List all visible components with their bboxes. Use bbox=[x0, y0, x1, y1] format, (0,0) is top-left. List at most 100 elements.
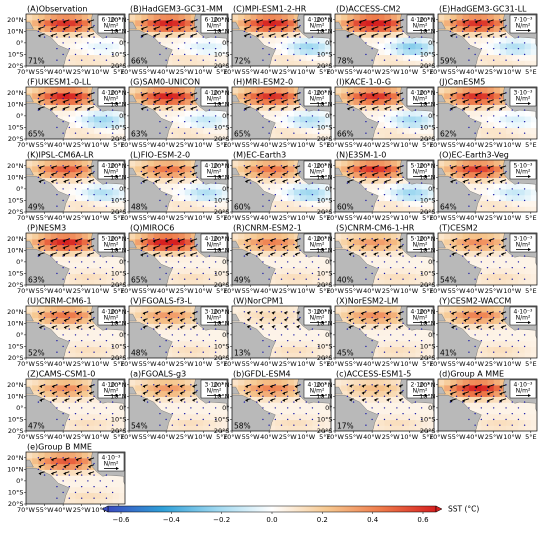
significance-dot bbox=[389, 255, 392, 257]
sst-cell bbox=[250, 165, 258, 173]
wind-arrowhead bbox=[154, 172, 158, 177]
sst-cell bbox=[293, 92, 301, 100]
sst-cell bbox=[481, 261, 489, 269]
sst-cell bbox=[190, 87, 198, 94]
significance-dot bbox=[383, 249, 386, 252]
sst-cell bbox=[462, 160, 470, 167]
sst-cell bbox=[512, 115, 520, 123]
sst-cell bbox=[190, 194, 198, 202]
sst-cell bbox=[203, 261, 211, 269]
sst-cell bbox=[365, 233, 373, 240]
sst-cell bbox=[178, 133, 186, 139]
sst-cell bbox=[403, 54, 410, 61]
sst-cell bbox=[106, 200, 114, 207]
sst-cell bbox=[475, 165, 482, 173]
sst-cell bbox=[493, 244, 501, 251]
wind-arrowhead bbox=[281, 107, 284, 111]
sst-cell bbox=[209, 60, 217, 66]
sst-cell bbox=[215, 273, 223, 280]
significance-dot bbox=[99, 42, 101, 44]
sst-cell bbox=[421, 183, 429, 190]
significance-dot bbox=[214, 205, 217, 207]
sst-cell bbox=[172, 206, 180, 212]
significance-dot bbox=[286, 103, 289, 106]
sst-cell bbox=[141, 98, 149, 105]
sst-cell bbox=[275, 48, 283, 56]
sst-cell bbox=[118, 121, 125, 129]
sst-cell bbox=[499, 121, 507, 129]
significance-dot bbox=[80, 249, 83, 252]
sst-cell bbox=[269, 279, 276, 285]
sst-cell bbox=[184, 177, 192, 184]
sst-cell bbox=[365, 177, 373, 184]
y-tick-label: 10°S bbox=[8, 51, 24, 59]
sst-cell bbox=[287, 279, 295, 285]
sst-cell bbox=[512, 279, 520, 285]
sst-cell bbox=[106, 37, 114, 44]
sst-cell bbox=[50, 92, 58, 100]
wind-arrowhead bbox=[359, 107, 363, 111]
y-tick-label: 10°S bbox=[317, 270, 333, 278]
y-tick-label: 20°N bbox=[110, 89, 127, 97]
sst-cell bbox=[56, 14, 64, 21]
significance-dot bbox=[262, 193, 264, 196]
reference-box bbox=[303, 87, 331, 107]
sst-cell bbox=[215, 279, 223, 285]
sst-cell bbox=[499, 206, 507, 212]
sst-cell bbox=[287, 160, 295, 167]
significance-dot bbox=[365, 97, 367, 100]
significance-dot bbox=[214, 115, 217, 117]
sst-cell bbox=[287, 87, 295, 94]
wind-arrowhead bbox=[346, 20, 350, 24]
sst-cell bbox=[250, 233, 258, 240]
sst-cell bbox=[530, 133, 537, 139]
sst-cell bbox=[518, 37, 526, 44]
sst-cell bbox=[69, 92, 77, 100]
y-tick-label: 20°N bbox=[316, 235, 333, 243]
sst-cell bbox=[112, 37, 120, 44]
sst-cell bbox=[44, 31, 52, 38]
sst-cell bbox=[197, 121, 204, 129]
sst-cell bbox=[94, 279, 101, 285]
sst-cell bbox=[359, 14, 367, 21]
panel-percentage: 62% bbox=[440, 130, 457, 139]
significance-dot bbox=[177, 238, 180, 240]
wind-arrowhead bbox=[87, 253, 90, 257]
sst-cell bbox=[378, 37, 386, 44]
sst-cell bbox=[69, 171, 77, 178]
wind-arrowhead bbox=[358, 20, 362, 24]
sst-cell bbox=[94, 42, 101, 50]
sst-cell bbox=[293, 133, 301, 139]
sst-cell bbox=[468, 171, 476, 178]
sst-cell bbox=[324, 60, 331, 66]
wind-arrowhead bbox=[499, 173, 503, 177]
sst-cell bbox=[269, 42, 276, 50]
sst-cell bbox=[87, 279, 95, 285]
sst-cell bbox=[390, 54, 398, 61]
sst-cell bbox=[421, 200, 429, 207]
significance-dot bbox=[171, 243, 174, 246]
sst-cell bbox=[256, 98, 264, 105]
x-tick-label: 10°W bbox=[297, 287, 316, 295]
significance-dot bbox=[146, 243, 149, 246]
wind-arrowhead bbox=[38, 20, 41, 24]
significance-dot bbox=[396, 92, 398, 94]
sst-cell bbox=[184, 194, 192, 202]
sst-cell bbox=[530, 200, 537, 207]
significance-dot bbox=[480, 205, 483, 207]
reference-box bbox=[97, 87, 125, 107]
sst-cell bbox=[275, 267, 283, 275]
sst-cell bbox=[232, 14, 239, 21]
sst-cell bbox=[427, 273, 434, 280]
sst-cell bbox=[184, 87, 192, 94]
sst-cell bbox=[178, 87, 186, 94]
sst-cell bbox=[269, 98, 276, 105]
sst-cell bbox=[487, 183, 495, 190]
sst-cell bbox=[427, 279, 434, 285]
reference-unit: N/m² bbox=[207, 23, 222, 30]
sst-cell bbox=[372, 256, 379, 263]
wind-arrowhead bbox=[165, 93, 169, 97]
sst-cell bbox=[250, 87, 258, 94]
sst-cell bbox=[50, 171, 58, 178]
wind-arrowhead bbox=[474, 34, 478, 38]
